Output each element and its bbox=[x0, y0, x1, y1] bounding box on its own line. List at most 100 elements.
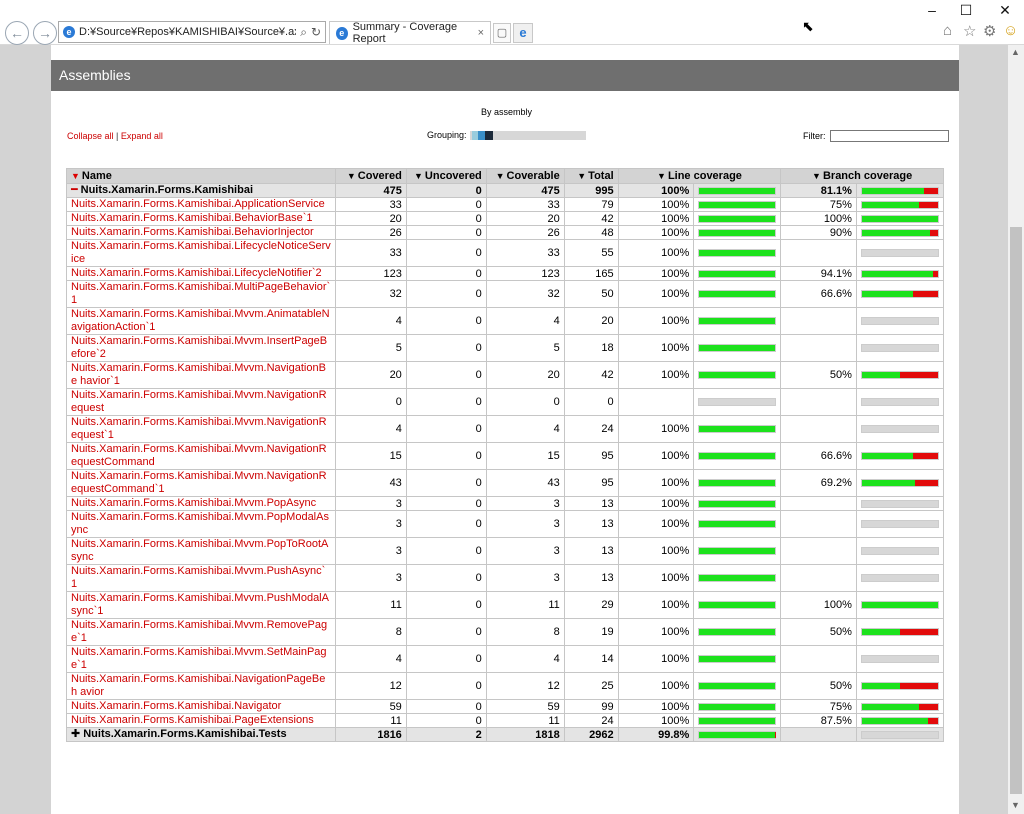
forward-button[interactable]: → bbox=[33, 21, 57, 45]
filter-input[interactable] bbox=[829, 130, 949, 142]
uncovered-cell: 0 bbox=[405, 225, 487, 240]
class-link[interactable]: Nuits.Xamarin.Forms.Kamishibai.Mvvm.PopM… bbox=[71, 511, 329, 536]
grouping-slider-knob[interactable] bbox=[484, 130, 493, 140]
class-link[interactable]: Nuits.Xamarin.Forms.Kamishibai.Mvvm.Navi… bbox=[71, 362, 326, 387]
class-link[interactable]: Nuits.Xamarin.Forms.Kamishibai.Mvvm.Inse… bbox=[71, 335, 328, 360]
branch-coverage-bar-cell bbox=[855, 361, 945, 389]
class-link[interactable]: Nuits.Xamarin.Forms.Kamishibai.Mvvm.Navi… bbox=[71, 389, 327, 414]
column-header-name[interactable]: ▼ Name bbox=[66, 168, 336, 184]
branch-coverage-bar-uncovered-fill bbox=[899, 683, 938, 689]
class-link[interactable]: Nuits.Xamarin.Forms.Kamishibai.Mvvm.PopA… bbox=[71, 497, 317, 509]
line-coverage-bar bbox=[698, 499, 777, 508]
line-coverage-bar-cell bbox=[693, 225, 782, 240]
class-name-cell: Nuits.Xamarin.Forms.Kamishibai.Mvvm.SetM… bbox=[66, 645, 336, 673]
coverable-cell: 11 bbox=[485, 713, 565, 728]
home-icon[interactable]: ⌂ bbox=[943, 22, 953, 39]
ie-tab-icon: e bbox=[336, 26, 348, 40]
column-header-coverable[interactable]: ▼ Coverable bbox=[485, 168, 565, 184]
class-link[interactable]: Nuits.Xamarin.Forms.Kamishibai.Mvvm.Navi… bbox=[71, 416, 327, 441]
class-link[interactable]: Nuits.Xamarin.Forms.Kamishibai.Mvvm.Navi… bbox=[71, 470, 327, 495]
grouping-label: Grouping: bbox=[427, 130, 467, 140]
address-bar[interactable]: e D:¥Source¥Repos¥KAMISHIBAI¥Source¥.axo… bbox=[58, 21, 326, 43]
class-link[interactable]: Nuits.Xamarin.Forms.Kamishibai.Mvvm.PopT… bbox=[71, 538, 328, 563]
search-icon[interactable]: ⌕ bbox=[300, 24, 307, 39]
branch-coverage-bar-cell bbox=[855, 591, 945, 619]
class-link[interactable]: Nuits.Xamarin.Forms.Kamishibai.Mvvm.Remo… bbox=[71, 619, 328, 644]
open-edge-button[interactable]: e bbox=[513, 23, 533, 43]
assembly-name-cell: ✚ Nuits.Xamarin.Forms.Kamishibai.Tests bbox=[66, 727, 336, 742]
collapse-all-link[interactable]: Collapse all bbox=[67, 131, 114, 141]
minimize-button[interactable]: – bbox=[928, 2, 936, 18]
line-coverage-bar-cell bbox=[693, 672, 782, 700]
class-link[interactable]: Nuits.Xamarin.Forms.Kamishibai.Navigatio… bbox=[71, 673, 326, 698]
branch-coverage-bar-cell bbox=[855, 618, 945, 646]
class-link[interactable]: Nuits.Xamarin.Forms.Kamishibai.Applicati… bbox=[71, 198, 325, 210]
gear-icon[interactable]: ⚙ bbox=[983, 23, 997, 40]
maximize-button[interactable]: ☐ bbox=[959, 2, 973, 18]
assembly-row: ━ Nuits.Xamarin.Forms.Kamishibai 475 0 475 99… bbox=[66, 183, 945, 198]
class-link[interactable]: Nuits.Xamarin.Forms.Kamishibai.Mvvm.Navi… bbox=[71, 443, 327, 468]
branch-coverage-bar-cell bbox=[855, 415, 945, 443]
new-tab-button[interactable]: ▢ bbox=[493, 23, 511, 43]
class-link[interactable]: Nuits.Xamarin.Forms.Kamishibai.Navigator bbox=[71, 700, 282, 712]
total-cell: 42 bbox=[563, 211, 619, 226]
branch-coverage-percent: 75% bbox=[780, 197, 857, 212]
assembly-name[interactable]: Nuits.Xamarin.Forms.Kamishibai bbox=[80, 184, 254, 196]
column-header-total[interactable]: ▼ Total bbox=[563, 168, 619, 184]
class-row: Nuits.Xamarin.Forms.Kamishibai.Lifecycle… bbox=[66, 266, 945, 281]
grouping-slider[interactable] bbox=[469, 130, 586, 140]
edge-icon: e bbox=[519, 25, 527, 40]
branch-coverage-bar bbox=[860, 682, 939, 690]
star-icon[interactable]: ☆ bbox=[963, 23, 977, 40]
class-link[interactable]: Nuits.Xamarin.Forms.Kamishibai.Mvvm.SetM… bbox=[71, 646, 327, 671]
class-link[interactable]: Nuits.Xamarin.Forms.Kamishibai.BehaviorI… bbox=[71, 226, 314, 238]
branch-coverage-bar-cell bbox=[855, 239, 945, 267]
scroll-down-icon[interactable]: ▼ bbox=[1011, 800, 1020, 810]
smiley-icon[interactable]: ☺ bbox=[1003, 22, 1019, 39]
tab-summary[interactable]: e Summary - Coverage Report × bbox=[329, 21, 491, 45]
line-coverage-bar-covered-fill bbox=[699, 703, 776, 710]
close-window-button[interactable]: ✕ bbox=[999, 2, 1011, 18]
coverable-cell: 59 bbox=[485, 699, 565, 714]
assembly-name[interactable]: Nuits.Xamarin.Forms.Kamishibai.Tests bbox=[83, 728, 287, 740]
column-header-line-coverage[interactable]: ▼ Line coverage bbox=[617, 168, 782, 184]
column-header-branch-coverage[interactable]: ▼ Branch coverage bbox=[780, 168, 944, 184]
column-header-uncovered[interactable]: ▼ Uncovered bbox=[405, 168, 487, 184]
expand-icon[interactable]: ✚ bbox=[71, 728, 81, 740]
tab-title: Summary - Coverage Report bbox=[352, 21, 458, 45]
refresh-icon[interactable]: ↻ bbox=[310, 25, 321, 39]
vertical-scrollbar[interactable]: ▲ ▼ bbox=[1008, 45, 1024, 814]
line-coverage-bar-cell bbox=[693, 361, 782, 389]
coverable-cell: 4 bbox=[485, 645, 565, 673]
line-coverage-bar-cell bbox=[693, 727, 782, 742]
class-link[interactable]: Nuits.Xamarin.Forms.Kamishibai.Mvvm.Anim… bbox=[71, 308, 330, 333]
class-link[interactable]: Nuits.Xamarin.Forms.Kamishibai.MultiPage… bbox=[71, 281, 331, 306]
class-link[interactable]: Nuits.Xamarin.Forms.Kamishibai.Lifecycle… bbox=[71, 240, 331, 265]
class-link[interactable]: Nuits.Xamarin.Forms.Kamishibai.Lifecycle… bbox=[71, 267, 322, 279]
coverable-cell: 15 bbox=[485, 442, 565, 470]
class-name-cell: Nuits.Xamarin.Forms.Kamishibai.Mvvm.Push… bbox=[66, 564, 336, 592]
class-name-cell: Nuits.Xamarin.Forms.Kamishibai.Mvvm.Push… bbox=[66, 591, 336, 619]
address-text[interactable]: D:¥Source¥Repos¥KAMISHIBAI¥Source¥.axoCo… bbox=[79, 26, 296, 38]
branch-coverage-bar-covered-fill bbox=[861, 480, 915, 486]
class-link[interactable]: Nuits.Xamarin.Forms.Kamishibai.Mvvm.Push… bbox=[71, 565, 326, 590]
class-link[interactable]: Nuits.Xamarin.Forms.Kamishibai.Mvvm.Push… bbox=[71, 592, 329, 617]
branch-coverage-bar-covered-fill bbox=[861, 187, 924, 194]
branch-coverage-bar-uncovered-fill bbox=[918, 703, 938, 710]
expand-all-link[interactable]: Expand all bbox=[120, 131, 163, 141]
line-coverage-bar-cell bbox=[693, 415, 782, 443]
scroll-up-icon[interactable]: ▲ bbox=[1011, 47, 1020, 57]
branch-coverage-bar bbox=[860, 249, 939, 257]
coverable-cell: 3 bbox=[485, 564, 565, 592]
back-button[interactable]: ← bbox=[5, 21, 29, 45]
scrollbar-thumb[interactable] bbox=[1010, 227, 1022, 794]
line-coverage-bar bbox=[698, 547, 777, 555]
class-link[interactable]: Nuits.Xamarin.Forms.Kamishibai.BehaviorB… bbox=[71, 212, 313, 224]
tab-close-icon[interactable]: × bbox=[477, 27, 484, 39]
uncovered-cell: 0 bbox=[405, 334, 487, 362]
collapse-icon[interactable]: ━ bbox=[71, 184, 78, 196]
class-row: Nuits.Xamarin.Forms.Kamishibai.Mvvm.PopA… bbox=[66, 496, 945, 511]
branch-coverage-bar-uncovered-fill bbox=[912, 453, 938, 459]
column-header-covered[interactable]: ▼ Covered bbox=[334, 168, 407, 184]
class-link[interactable]: Nuits.Xamarin.Forms.Kamishibai.PageExten… bbox=[71, 714, 314, 726]
